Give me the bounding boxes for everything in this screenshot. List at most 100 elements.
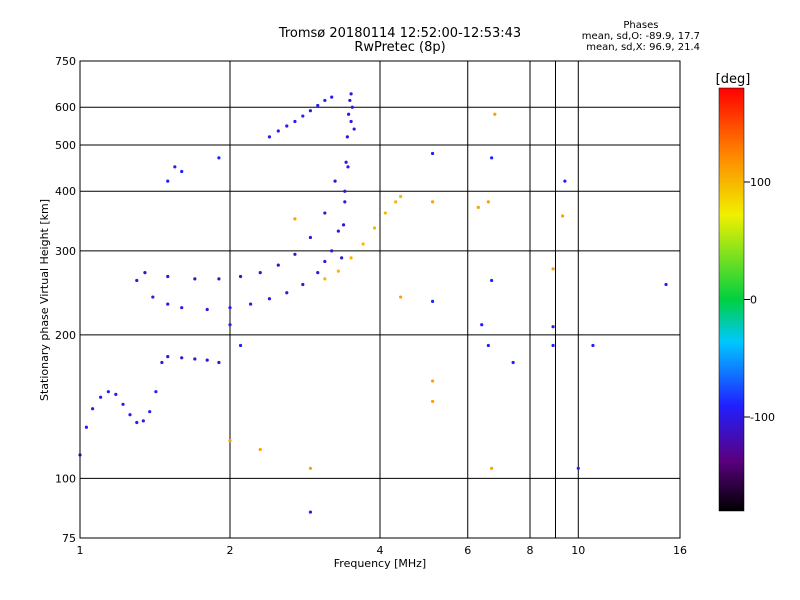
- data-point: [399, 194, 403, 199]
- data-point: [563, 179, 567, 183]
- x-tick-label: 10: [571, 544, 585, 557]
- data-point: [180, 356, 184, 360]
- chart-title-line1: Tromsø 20180114 12:52:00-12:53:43: [278, 26, 522, 41]
- data-point: [345, 135, 349, 139]
- data-point: [476, 205, 480, 209]
- data-point: [228, 323, 232, 327]
- data-point: [293, 217, 297, 221]
- data-point: [151, 295, 155, 299]
- y-tick-label: 400: [55, 185, 76, 198]
- data-point: [301, 114, 305, 118]
- data-point: [347, 112, 351, 116]
- grid-lines: [80, 61, 680, 538]
- data-point: [323, 259, 327, 264]
- data-point: [490, 278, 494, 283]
- data-point: [349, 119, 353, 124]
- chart-title-line2: RwPretec (8p): [354, 40, 446, 55]
- data-point: [135, 278, 139, 283]
- data-point: [217, 156, 221, 160]
- data-point: [193, 277, 197, 281]
- data-point: [323, 211, 327, 215]
- data-point: [293, 252, 297, 256]
- data-point: [394, 200, 398, 204]
- data-point: [258, 271, 262, 275]
- data-point: [344, 160, 348, 164]
- data-point: [341, 223, 346, 227]
- data-point: [267, 297, 272, 301]
- data-point: [276, 263, 280, 267]
- data-point: [166, 355, 170, 359]
- data-point: [293, 119, 297, 124]
- data-point: [84, 425, 88, 429]
- data-point: [323, 98, 327, 103]
- data-points: [78, 92, 668, 514]
- data-point: [228, 439, 232, 443]
- x-tick-label: 4: [377, 544, 384, 557]
- data-point: [486, 343, 490, 348]
- data-point: [308, 235, 313, 240]
- data-point: [430, 379, 435, 383]
- data-point: [383, 211, 387, 215]
- y-tick-label: 500: [55, 139, 76, 152]
- data-point: [399, 295, 403, 299]
- data-point: [308, 466, 313, 470]
- phase-stats-heading: Phases: [623, 20, 659, 31]
- data-point: [333, 179, 337, 183]
- data-point: [121, 402, 125, 406]
- data-point: [173, 165, 177, 169]
- data-point: [430, 399, 435, 404]
- data-point: [148, 410, 152, 414]
- data-point: [348, 98, 352, 103]
- x-tick-label: 2: [227, 544, 234, 557]
- data-point: [267, 135, 272, 139]
- data-point: [217, 277, 221, 281]
- y-tick-label: 200: [55, 329, 76, 342]
- data-point: [316, 103, 320, 108]
- data-point: [343, 200, 347, 204]
- phase-stats-o-mode: mean, sd,O: -89.9, 17.7: [581, 31, 700, 42]
- y-tick-label: 100: [55, 472, 76, 485]
- data-point: [301, 282, 305, 287]
- data-point: [493, 112, 497, 116]
- data-point: [316, 271, 320, 275]
- data-point: [486, 200, 490, 204]
- data-point: [135, 420, 139, 425]
- y-tick-label: 600: [55, 101, 76, 114]
- data-point: [323, 277, 327, 281]
- data-point: [205, 358, 209, 362]
- y-axis-ticks: 75 100 200 300 400 500 600 750: [55, 55, 76, 545]
- data-point: [180, 306, 184, 310]
- data-point: [551, 325, 555, 329]
- data-point: [285, 124, 289, 128]
- data-point: [430, 151, 435, 156]
- data-point: [330, 95, 334, 99]
- data-point: [430, 299, 435, 304]
- data-point: [217, 360, 221, 365]
- data-point: [276, 129, 280, 133]
- x-tick-label: 8: [527, 544, 534, 557]
- x-tick-label: 6: [464, 544, 471, 557]
- data-point: [285, 291, 289, 295]
- data-point: [340, 256, 344, 260]
- data-point: [576, 466, 580, 470]
- data-point: [349, 92, 353, 96]
- data-point: [551, 267, 555, 271]
- data-point: [91, 407, 95, 411]
- data-point: [336, 229, 340, 233]
- x-tick-label: 1: [77, 544, 84, 557]
- colorbar-label: [deg]: [716, 72, 751, 87]
- data-point: [166, 302, 170, 306]
- data-point: [352, 127, 356, 131]
- x-axis-ticks: 1 2 4 6 8 10 16: [77, 544, 688, 557]
- data-point: [308, 510, 313, 514]
- data-point: [180, 169, 184, 174]
- data-point: [591, 343, 595, 348]
- data-point: [228, 306, 232, 310]
- data-point: [114, 392, 118, 397]
- data-point: [166, 179, 170, 183]
- data-point: [372, 226, 377, 230]
- data-point: [160, 360, 164, 365]
- data-point: [664, 282, 668, 287]
- data-point: [249, 302, 253, 306]
- data-point: [490, 156, 494, 160]
